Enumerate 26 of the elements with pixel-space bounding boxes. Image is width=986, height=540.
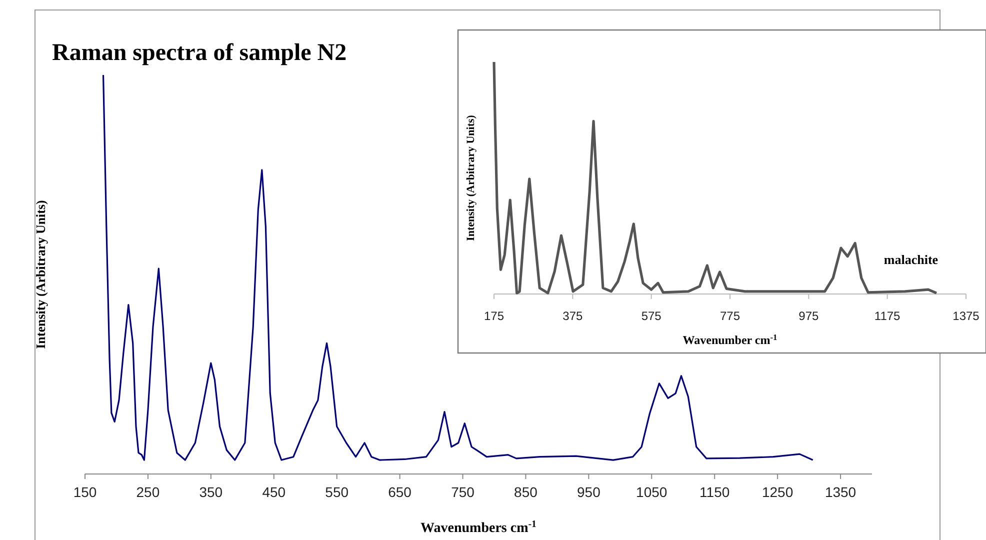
x-tick-label: 175 — [484, 309, 504, 323]
y-axis-title: Intensity (Arbitrary Units) — [465, 114, 477, 241]
x-tick-label: 750 — [451, 484, 475, 500]
x-tick-label: 250 — [136, 484, 160, 500]
x-tick-label: 1175 — [874, 309, 901, 323]
x-tick-label: 1150 — [700, 484, 730, 500]
x-tick-label: 350 — [199, 484, 223, 500]
x-tick-label: 975 — [798, 309, 819, 323]
x-tick-label: 1350 — [824, 484, 856, 500]
x-tick-label: 775 — [720, 309, 740, 323]
x-tick-label: 1050 — [636, 484, 668, 500]
x-tick-label: 650 — [388, 484, 412, 500]
x-tick-label: 950 — [577, 484, 601, 500]
x-tick-label: 375 — [562, 309, 583, 323]
x-tick-label: 850 — [514, 484, 538, 500]
x-tick-label: 1250 — [762, 484, 794, 500]
y-axis-title: Intensity (Arbitrary Units) — [33, 200, 48, 349]
x-tick-label: 1375 — [952, 309, 980, 323]
x-axis-title: Wavenumbers cm$^{-1}$ — [420, 518, 537, 536]
x-tick-label: 450 — [262, 484, 286, 500]
x-tick-label: 575 — [641, 309, 662, 323]
x-axis-title: Wavenumber cm$^{-1}$ — [682, 332, 778, 347]
x-tick-label: 550 — [325, 484, 349, 500]
annotation: malachite — [884, 252, 938, 267]
chart-title: Raman spectra of sample N2 — [52, 40, 347, 66]
x-tick-label: 150 — [73, 484, 97, 500]
